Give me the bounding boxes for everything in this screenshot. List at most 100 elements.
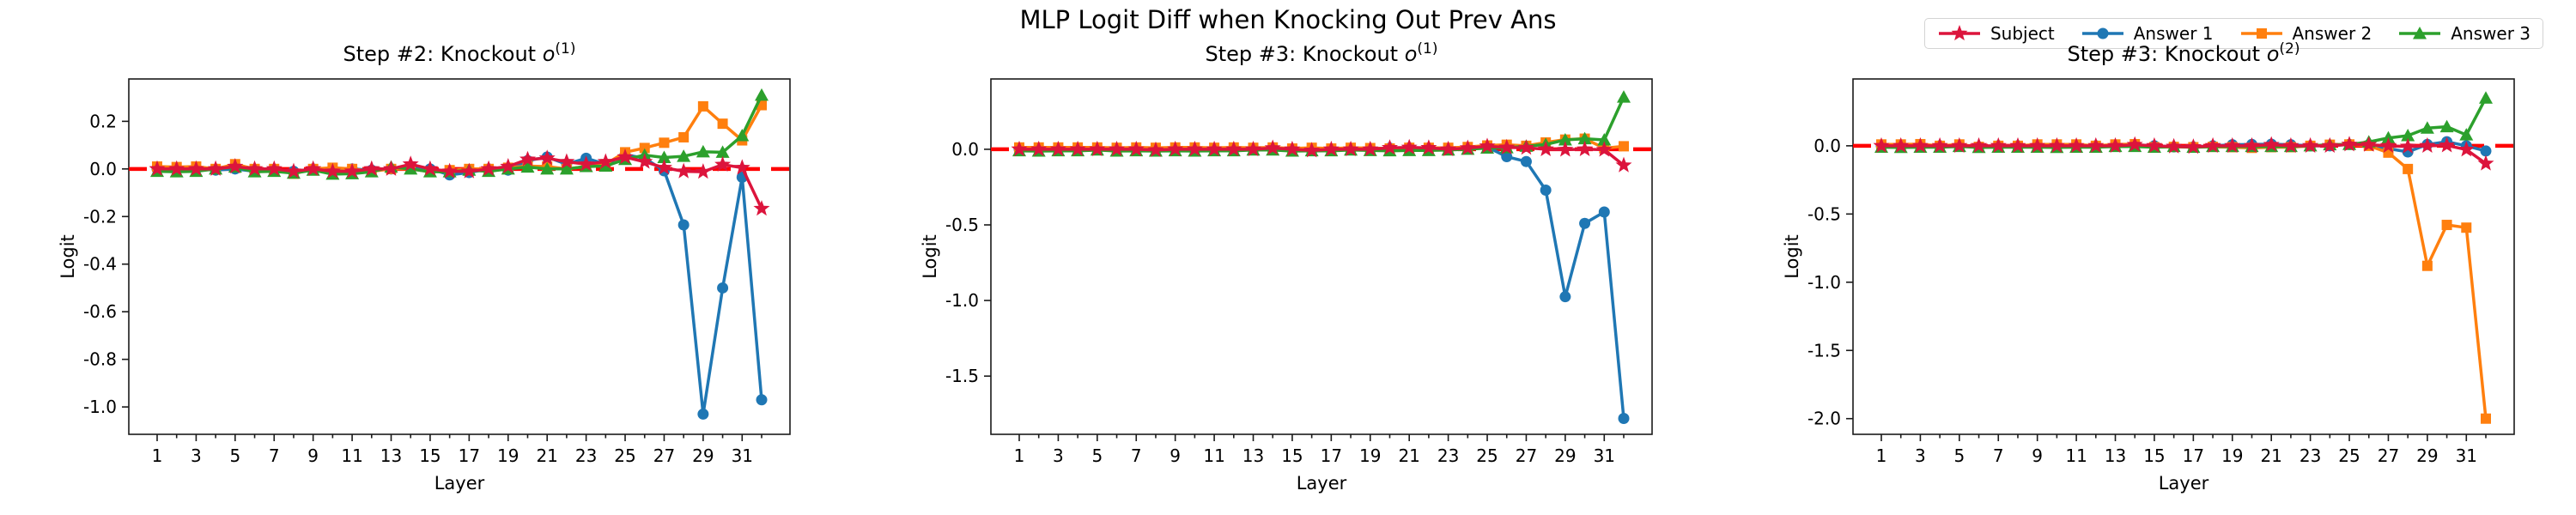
star-marker [2204, 136, 2221, 153]
star-marker [2146, 136, 2163, 153]
circle-marker [717, 282, 729, 294]
subplot-3-chart: 0.0-0.5-1.0-1.5-2.01 3 5 7 9 11 13 15 17 19 21 23 25… [1782, 78, 2515, 494]
subplot-1-title-text: Step #2: Knockout [343, 42, 543, 66]
star-marker [519, 150, 536, 167]
legend-item-subject: Subject [1937, 23, 2055, 44]
x-tick-label: 19 [1359, 445, 1381, 466]
y-tick-label: -1.0 [945, 290, 979, 311]
star-marker [695, 163, 712, 179]
y-tick-label: -1.0 [83, 397, 117, 417]
triangle-marker [1597, 132, 1612, 146]
star-marker [324, 162, 341, 179]
triangle-marker [2459, 128, 2474, 141]
y-tick-label: 0.0 [951, 139, 979, 160]
triangle-marker [1617, 90, 1631, 103]
circle-marker [1520, 155, 1532, 167]
subplot-1-title-var: o [542, 42, 556, 66]
triangle-marker [657, 150, 671, 164]
y-tick-label: -1.5 [945, 366, 979, 386]
series-line-answer-3 [1880, 96, 2488, 149]
star-marker [675, 162, 692, 179]
x-tick-label: 27 [653, 445, 675, 466]
star-marker [1322, 140, 1340, 156]
star-marker [305, 160, 322, 176]
y-axis-label: Logit [1782, 234, 1802, 279]
star-marker [1420, 139, 1437, 155]
square-marker [639, 142, 650, 154]
star-marker [2263, 136, 2280, 152]
x-axis-label: Layer [1297, 473, 1347, 494]
x-tick-label: 1 [152, 445, 163, 466]
x-tick-label: 21 [2260, 445, 2281, 466]
triangle-marker [715, 145, 730, 158]
square-marker [2256, 28, 2267, 39]
circle-marker [697, 408, 709, 420]
y-tick-label: 0.2 [89, 111, 117, 131]
triangle-marker [677, 149, 691, 162]
star-marker [1049, 140, 1066, 156]
star-marker [1382, 139, 1398, 155]
star-marker [2009, 136, 2026, 153]
y-tick-label: 0.0 [1814, 136, 1841, 156]
star-marker [246, 160, 264, 176]
star-marker [1342, 140, 1359, 156]
circle-marker [1540, 184, 1552, 196]
y-tick-label: -1.0 [1807, 272, 1841, 293]
answer-1-legend-marker-icon [2081, 27, 2123, 39]
star-marker [2360, 136, 2378, 152]
star-marker [578, 155, 595, 172]
subplot-2: Step #3: Knockout o(1) 0.0 -0.5 -1.0 -1.5 1 3… [862, 0, 1721, 515]
x-tick-label: 23 [2300, 445, 2321, 466]
legend-label-answer-1: Answer 1 [2133, 23, 2214, 44]
star-marker [1225, 140, 1242, 156]
subplot-1-title: Step #2: Knockout o(1) [129, 40, 790, 66]
x-tick-label: 15 [419, 445, 440, 466]
star-marker [1951, 136, 1968, 153]
series-line-subject [1018, 144, 1625, 167]
triangle-marker [696, 144, 710, 158]
square-marker [659, 137, 670, 148]
axes-frame [1852, 78, 2515, 435]
triangle-marker [598, 159, 613, 172]
x-tick-label: 5 [1953, 445, 1965, 466]
star-marker [1284, 140, 1301, 156]
star-marker [2048, 136, 2065, 153]
x-tick-label: 15 [1281, 445, 1303, 466]
x-tick-label: 7 [1131, 445, 1142, 466]
circle-marker [1598, 206, 1610, 218]
star-marker [1127, 140, 1145, 156]
y-tick-label: 0.0 [89, 159, 117, 179]
x-tick-label: 1 [1014, 445, 1025, 466]
x-tick-label: 23 [1437, 445, 1459, 466]
star-marker [2087, 136, 2105, 153]
triangle-marker [735, 128, 750, 142]
star-marker [2068, 136, 2085, 153]
star-marker [2282, 136, 2300, 153]
star-marker [1931, 136, 1948, 153]
x-tick-label: 27 [2378, 445, 2399, 466]
star-marker [1069, 140, 1086, 156]
star-marker [617, 148, 634, 164]
star-marker [2302, 136, 2319, 153]
circle-marker [1618, 413, 1630, 425]
subplot-3: Step #3: Knockout o(2) 0.0 -0.5 -1.0 -1.5 -2… [1724, 0, 2576, 515]
star-marker [1109, 140, 1126, 156]
y-axis-label: Logit [920, 234, 940, 279]
star-marker [733, 159, 750, 175]
x-tick-label: 25 [2338, 445, 2360, 466]
circle-marker [677, 219, 690, 231]
star-marker [558, 153, 575, 169]
x-tick-label: 13 [1242, 445, 1264, 466]
star-marker [1971, 136, 1988, 153]
square-marker [1619, 141, 1629, 152]
subplot-2-title: Step #3: Knockout o(1) [991, 40, 1652, 66]
square-marker [2461, 222, 2472, 233]
x-tick-label: 25 [1476, 445, 1498, 466]
x-tick-label: 25 [614, 445, 635, 466]
x-tick-label: 9 [307, 445, 319, 466]
star-marker [1557, 141, 1574, 157]
star-marker [1459, 139, 1476, 155]
square-marker [697, 100, 708, 112]
x-tick-label: 27 [1516, 445, 1537, 466]
